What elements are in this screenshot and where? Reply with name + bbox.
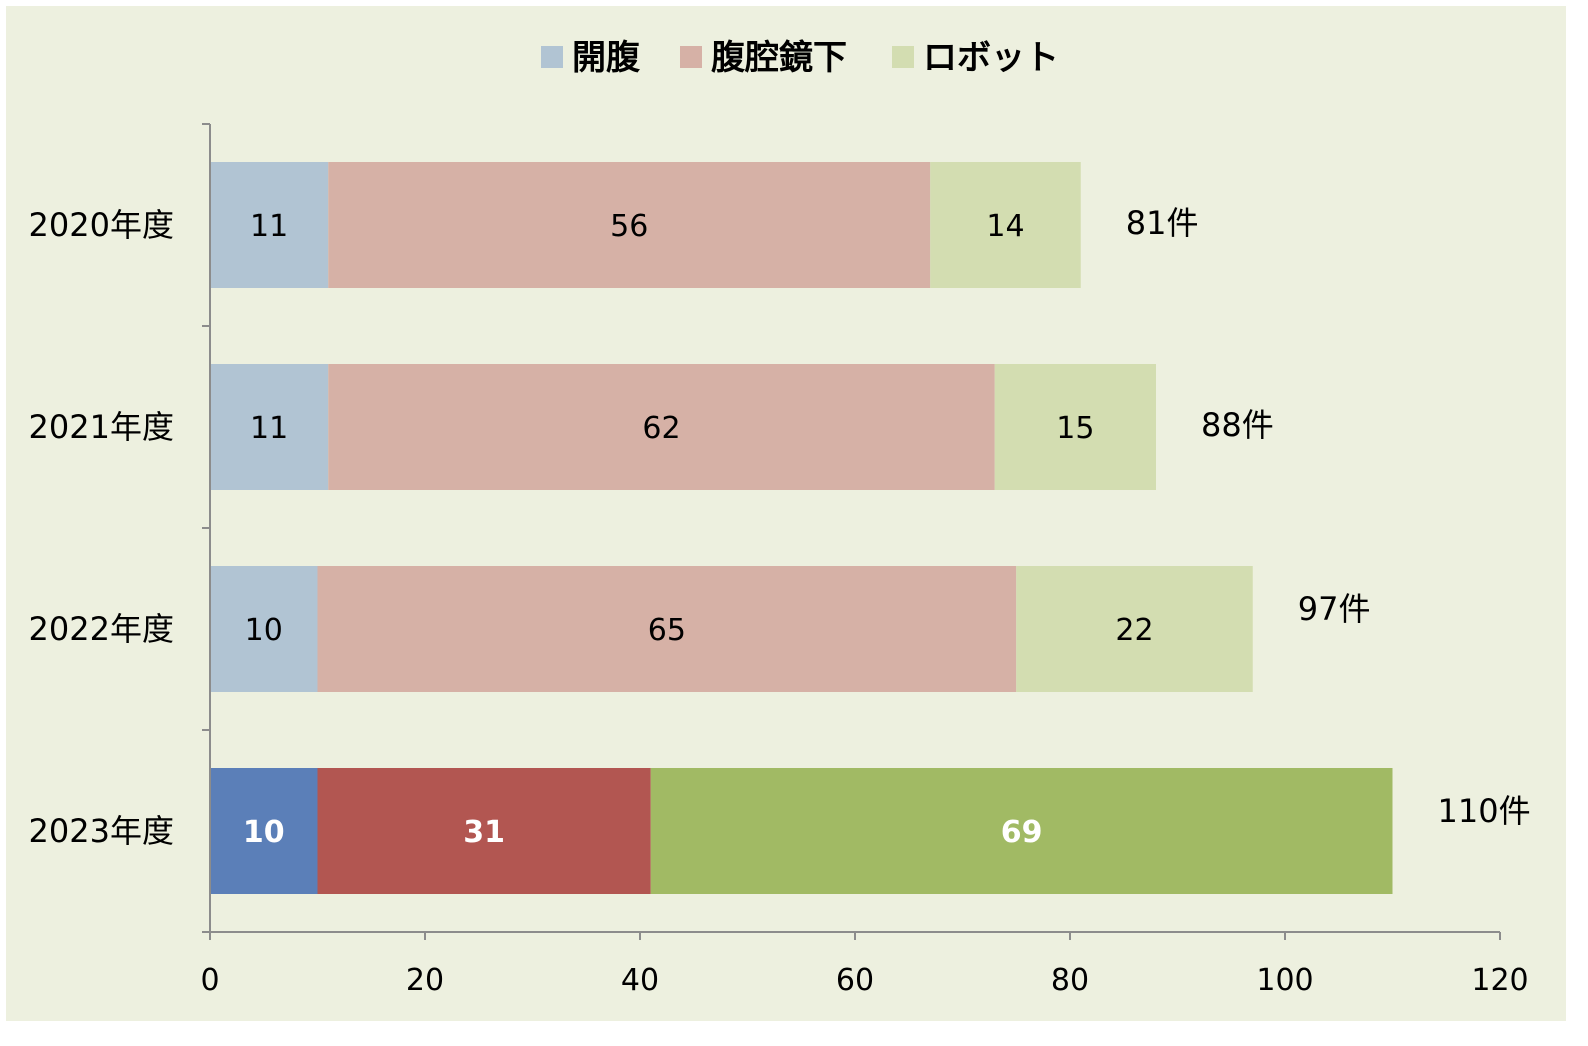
total-label-2023年度: 110件 <box>1438 792 1531 830</box>
data-label-2021年度-series-2: 15 <box>1056 411 1094 446</box>
data-label-2022年度-series-0: 10 <box>245 613 283 648</box>
legend-label-1: 腹腔鏡下 <box>711 38 847 78</box>
bar-2020年度-series-0 <box>210 162 329 288</box>
legend-swatch-1 <box>680 46 702 68</box>
data-label-2020年度-series-1: 56 <box>610 209 648 244</box>
data-label-2022年度-series-2: 22 <box>1115 613 1153 648</box>
data-label-2023年度-series-2: 69 <box>1001 815 1043 850</box>
labels: 11 56 14 81件 2020年度 11 62 15 88件 2021年度 10 65 22 97件 2… <box>29 204 1531 998</box>
x-tick-label-6: 120 <box>1471 963 1528 998</box>
category-label-2022年度: 2022年度 <box>29 610 174 648</box>
bar-2021年度-series-2 <box>994 364 1156 490</box>
bar-2022年度-series-1 <box>317 566 1017 692</box>
data-label-2023年度-series-0: 10 <box>243 815 285 850</box>
category-label-2023年度: 2023年度 <box>29 812 174 850</box>
bars <box>210 162 1393 894</box>
bar-2020年度-series-1 <box>328 162 931 288</box>
x-tick-label-1: 20 <box>406 963 444 998</box>
data-label-2023年度-series-1: 31 <box>463 815 505 850</box>
legend-swatch-2 <box>892 46 914 68</box>
x-tick-label-3: 60 <box>836 963 874 998</box>
data-label-2022年度-series-1: 65 <box>648 613 686 648</box>
axes <box>202 123 1501 940</box>
category-label-2020年度: 2020年度 <box>29 206 174 244</box>
bar-2023年度-series-1 <box>317 768 651 894</box>
total-label-2022年度: 97件 <box>1298 590 1371 628</box>
x-tick-label-2: 40 <box>621 963 659 998</box>
data-label-2020年度-series-2: 14 <box>986 209 1024 244</box>
category-label-2021年度: 2021年度 <box>29 408 174 446</box>
bar-2020年度-series-2 <box>930 162 1081 288</box>
bar-2022年度-series-2 <box>1016 566 1253 692</box>
legend-swatch-0 <box>541 46 563 68</box>
bar-2021年度-series-1 <box>328 364 995 490</box>
x-tick-label-0: 0 <box>200 963 219 998</box>
legend-label-2: ロボット <box>923 38 1059 78</box>
bar-2023年度-series-0 <box>210 768 318 894</box>
data-label-2020年度-series-0: 11 <box>250 209 288 244</box>
total-label-2020年度: 81件 <box>1126 204 1199 242</box>
total-label-2021年度: 88件 <box>1201 406 1274 444</box>
x-tick-label-4: 80 <box>1051 963 1089 998</box>
bar-2023年度-series-2 <box>650 768 1393 894</box>
data-label-2021年度-series-1: 62 <box>642 411 680 446</box>
legend-label-0: 開腹 <box>572 38 641 78</box>
bar-2022年度-series-0 <box>210 566 318 692</box>
data-label-2021年度-series-0: 11 <box>250 411 288 446</box>
bar-2021年度-series-0 <box>210 364 329 490</box>
x-tick-label-5: 100 <box>1256 963 1313 998</box>
legend: 開腹 腹腔鏡下 ロボット <box>541 38 1059 78</box>
